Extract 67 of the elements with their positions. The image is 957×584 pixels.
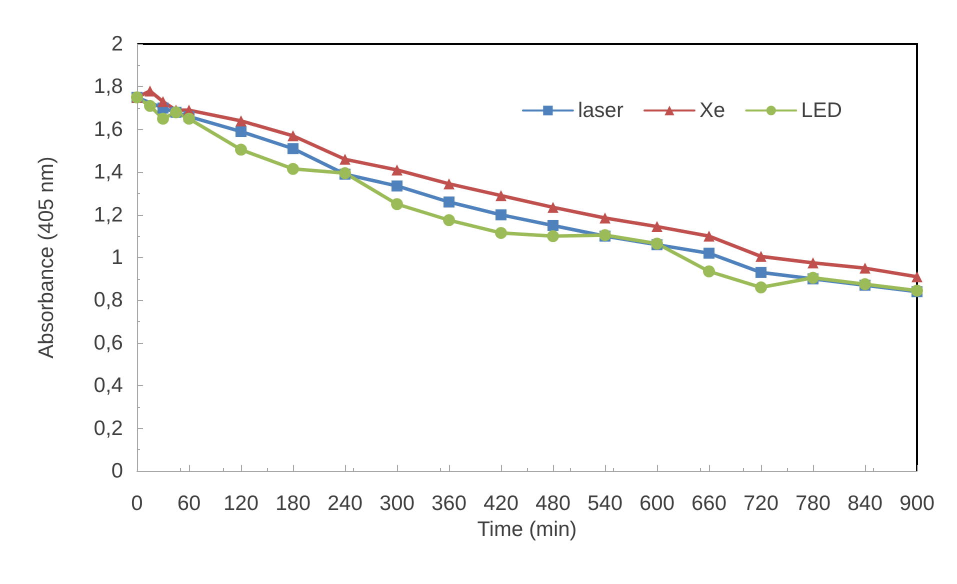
x-tick-label: 360 [431,492,467,515]
y-tick-label: 0,2 [94,416,123,440]
y-tick-label: 1,6 [94,118,123,141]
x-tick-label: 900 [899,492,935,515]
point [755,281,767,294]
point [704,230,714,242]
point [443,214,455,226]
x-tick-label: 300 [379,492,415,515]
point [652,221,662,232]
point [235,144,247,156]
x-tick-label: 240 [327,492,363,515]
point [756,250,766,262]
x-tick-label: 600 [639,492,675,515]
x-tick-label: 180 [275,492,311,515]
y-tick-label: 0,6 [94,331,123,354]
y-tick-label: 1,8 [94,75,123,98]
point [157,112,169,125]
point [860,262,870,274]
point [496,190,506,202]
point [495,226,507,239]
x-tick-label: 420 [483,492,519,515]
x-tick-label: 660 [691,492,727,515]
legend-label: Xe [699,99,726,122]
point [392,164,402,176]
point [236,126,246,138]
y-tick-label: 1,2 [94,203,123,226]
point [391,198,403,210]
point [496,209,506,220]
point [183,112,195,125]
x-tick-label: 780 [795,492,831,515]
x-tick-label: 0 [131,492,143,515]
point [912,271,922,282]
y-tick-label: 0,4 [94,374,124,398]
legend-label: LED [801,99,842,122]
point [548,220,558,231]
x-tick-label: 720 [743,492,779,515]
point [756,266,766,278]
x-tick-label: 480 [535,492,571,515]
x-axis-title: Time (min) [477,518,577,541]
legend-label: laser [578,99,624,122]
point [144,100,156,112]
y-axis-title: Absorbance (405 nm) [35,156,58,358]
point [808,257,818,268]
point [600,212,610,224]
point [158,96,168,108]
point [340,154,350,165]
point [547,230,559,242]
point [444,178,454,190]
y-tick-label: 1 [111,246,123,269]
point [144,85,156,96]
x-tick-label: 120 [223,492,259,515]
point [236,115,246,126]
y-tick-label: 1,4 [94,160,124,184]
point [288,143,298,154]
point [288,130,298,142]
point [548,202,558,213]
y-tick-label: 2 [111,32,123,56]
point [703,265,715,278]
x-tick-label: 540 [587,492,623,515]
point [392,180,402,192]
point [704,248,714,259]
y-tick-label: 0,8 [94,288,123,312]
point [287,162,299,175]
x-tick-label: 840 [847,492,883,515]
point [444,196,454,208]
y-tick-label: 0 [111,460,123,482]
x-tick-label: 60 [177,492,201,515]
